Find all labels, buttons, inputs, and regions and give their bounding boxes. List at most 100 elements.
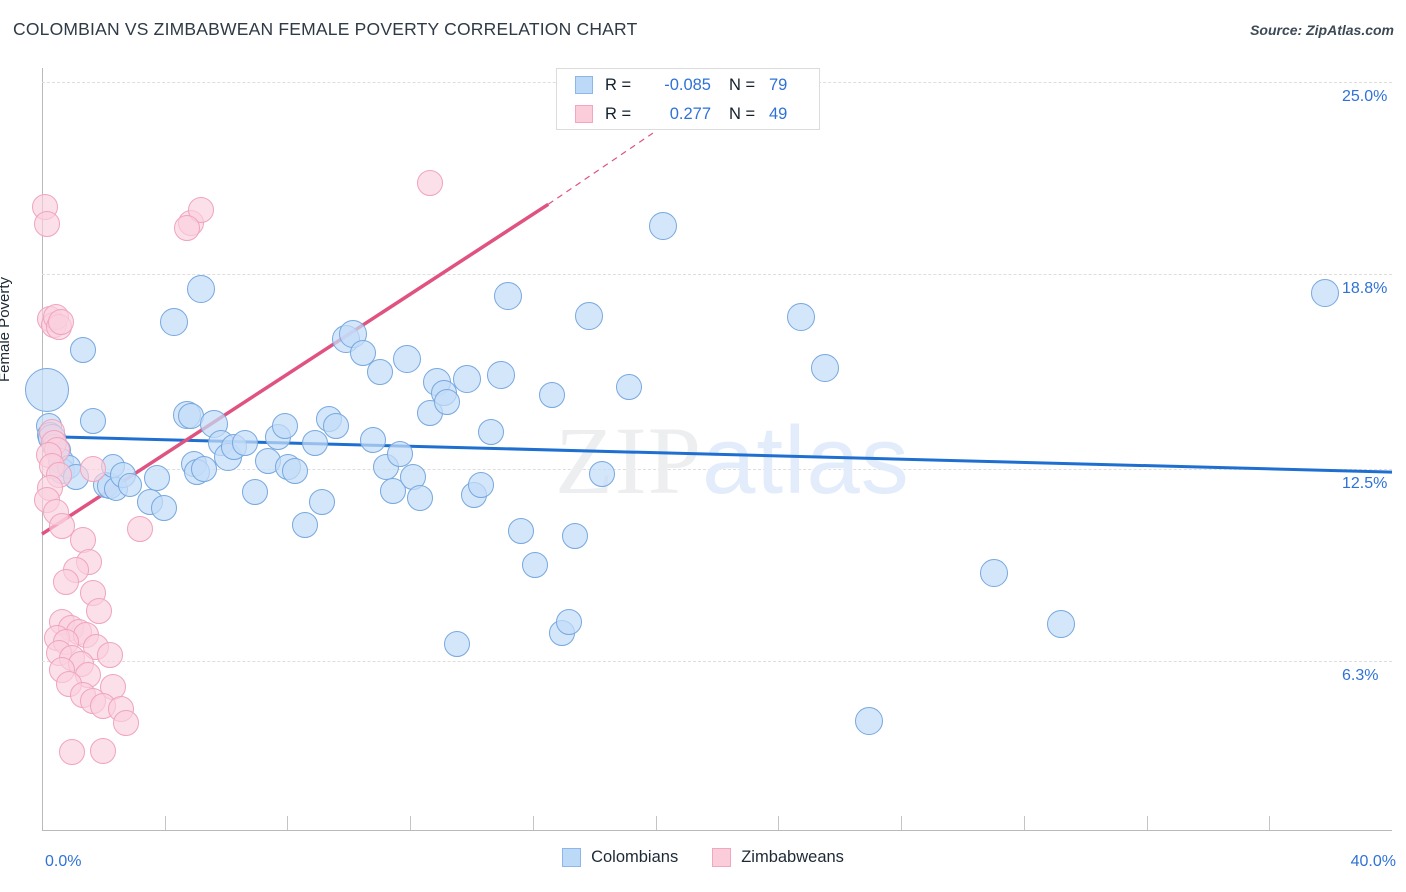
n-value-colombians: 79	[769, 75, 788, 94]
data-point-colombians-47[interactable]	[359, 426, 386, 453]
x-tick-8	[1023, 816, 1025, 830]
data-point-colombians-36[interactable]	[272, 412, 298, 439]
legend-item-colombians[interactable]: Colombians	[562, 848, 678, 867]
x-tick-4	[532, 816, 534, 830]
data-point-colombians-58[interactable]	[434, 389, 460, 416]
data-point-colombians-81[interactable]	[1310, 278, 1339, 307]
data-point-colombians-80[interactable]	[1047, 609, 1076, 638]
data-point-colombians-77[interactable]	[811, 354, 839, 383]
y-axis-title: Female Poverty	[0, 276, 13, 382]
y-tick-label-6.3%: 6.3%	[1342, 667, 1379, 684]
data-point-colombians-20[interactable]	[150, 494, 177, 521]
data-point-colombians-62[interactable]	[467, 471, 494, 498]
x-tick-9	[1146, 816, 1148, 830]
n-value-zimbabweans: 49	[769, 104, 788, 123]
data-point-colombians-53[interactable]	[400, 463, 427, 490]
data-point-colombians-67[interactable]	[521, 552, 548, 579]
data-point-colombians-43[interactable]	[322, 412, 349, 439]
data-point-colombians-27[interactable]	[191, 456, 217, 483]
stats-row-colombians: R = -0.085 N = 79	[557, 72, 819, 98]
r-label-zimbabweans: R =	[605, 104, 632, 123]
data-point-colombians-19[interactable]	[143, 465, 170, 492]
data-point-colombians-79[interactable]	[979, 558, 1008, 587]
data-point-zimbabweans-46[interactable]	[89, 737, 116, 764]
zimbabweans-swatch-icon	[712, 848, 732, 867]
data-point-zimbabweans-22[interactable]	[52, 569, 79, 596]
data-point-colombians-76[interactable]	[787, 303, 816, 332]
data-point-colombians-10[interactable]	[69, 336, 96, 363]
watermark-zip: ZIP	[555, 407, 702, 514]
correlation-stats-box: R = -0.085 N = 79 R = 0.277 N = 49	[556, 68, 820, 130]
data-point-colombians-70[interactable]	[555, 609, 582, 636]
data-point-colombians-32[interactable]	[231, 429, 258, 456]
page-title: COLOMBIAN VS ZIMBABWEAN FEMALE POVERTY C…	[13, 19, 638, 39]
data-point-colombians-52[interactable]	[392, 345, 421, 374]
n-label-zimbabweans: N =	[729, 104, 756, 123]
data-point-zimbabweans-24[interactable]	[86, 598, 113, 625]
data-point-colombians-17[interactable]	[117, 472, 142, 497]
y-tick-label-18.8%: 18.8%	[1342, 279, 1388, 297]
x-tick-10	[1269, 816, 1271, 830]
gridline-12.5%	[42, 469, 1392, 471]
data-point-colombians-74[interactable]	[616, 373, 643, 400]
data-point-colombians-48[interactable]	[366, 358, 393, 385]
data-point-zimbabweans-39[interactable]	[99, 674, 126, 701]
x-tick-5	[655, 816, 657, 830]
data-point-zimbabweans-6[interactable]	[47, 308, 74, 335]
data-point-zimbabweans-50[interactable]	[417, 169, 444, 196]
r-value-colombians: -0.085	[664, 75, 711, 94]
data-point-colombians-40[interactable]	[302, 429, 329, 456]
legend-label-zimbabweans: Zimbabweans	[741, 848, 844, 866]
zipatlas-watermark: ZIPatlas	[555, 405, 910, 516]
data-point-colombians-75[interactable]	[649, 211, 677, 240]
x-tick-6	[778, 816, 780, 830]
y-tick-label-12.5%: 12.5%	[1342, 475, 1388, 493]
n-label-colombians: N =	[729, 75, 756, 94]
data-point-zimbabweans-1[interactable]	[34, 211, 61, 238]
trendline-zimbabweans-projection	[547, 132, 654, 205]
legend-item-zimbabweans[interactable]: Zimbabweans	[712, 848, 844, 867]
r-value-zimbabweans: 0.277	[669, 104, 711, 123]
legend-swatch-colombians-icon	[575, 76, 593, 94]
data-point-colombians-11[interactable]	[79, 408, 106, 435]
data-point-colombians-65[interactable]	[493, 281, 522, 310]
data-point-colombians-38[interactable]	[282, 457, 309, 484]
data-point-colombians-72[interactable]	[574, 301, 603, 330]
data-point-colombians-21[interactable]	[159, 307, 188, 336]
data-point-colombians-41[interactable]	[309, 488, 336, 515]
x-tick-7	[901, 816, 903, 830]
data-point-colombians-33[interactable]	[241, 479, 268, 506]
data-point-colombians-0[interactable]	[25, 368, 70, 413]
data-point-colombians-39[interactable]	[292, 511, 319, 538]
x-tick-2	[287, 816, 289, 830]
y-tick-label-25.0%: 25.0%	[1342, 88, 1388, 105]
data-point-colombians-68[interactable]	[538, 381, 565, 408]
data-point-colombians-78[interactable]	[854, 707, 883, 736]
data-point-zimbabweans-45[interactable]	[59, 739, 86, 766]
data-point-colombians-73[interactable]	[589, 460, 616, 487]
series-legend: Colombians Zimbabweans	[0, 848, 1406, 867]
data-point-zimbabweans-44[interactable]	[113, 709, 140, 736]
data-point-colombians-60[interactable]	[453, 365, 482, 394]
data-point-zimbabweans-16[interactable]	[79, 456, 106, 483]
x-axis-max-label: 40.0%	[1350, 853, 1396, 870]
watermark-atlas: atlas	[702, 407, 910, 514]
data-point-zimbabweans-19[interactable]	[126, 516, 153, 543]
data-point-colombians-59[interactable]	[444, 630, 471, 657]
data-point-colombians-71[interactable]	[562, 522, 589, 549]
legend-swatch-zimbabweans-icon	[575, 105, 593, 123]
data-point-zimbabweans-34[interactable]	[96, 641, 123, 668]
x-axis-min-label: 0.0%	[45, 853, 82, 870]
data-point-colombians-26[interactable]	[186, 275, 215, 304]
data-point-colombians-66[interactable]	[508, 517, 535, 544]
data-point-colombians-51[interactable]	[386, 440, 413, 467]
stats-row-zimbabweans: R = 0.277 N = 49	[557, 101, 819, 127]
data-point-zimbabweans-49[interactable]	[174, 214, 201, 241]
data-point-colombians-23[interactable]	[177, 403, 204, 430]
data-point-colombians-54[interactable]	[407, 485, 433, 512]
gridline-18.8%	[42, 273, 1392, 275]
data-point-colombians-63[interactable]	[477, 418, 504, 445]
r-label-colombians: R =	[605, 75, 632, 94]
data-point-colombians-64[interactable]	[487, 360, 515, 389]
legend-label-colombians: Colombians	[591, 848, 679, 866]
